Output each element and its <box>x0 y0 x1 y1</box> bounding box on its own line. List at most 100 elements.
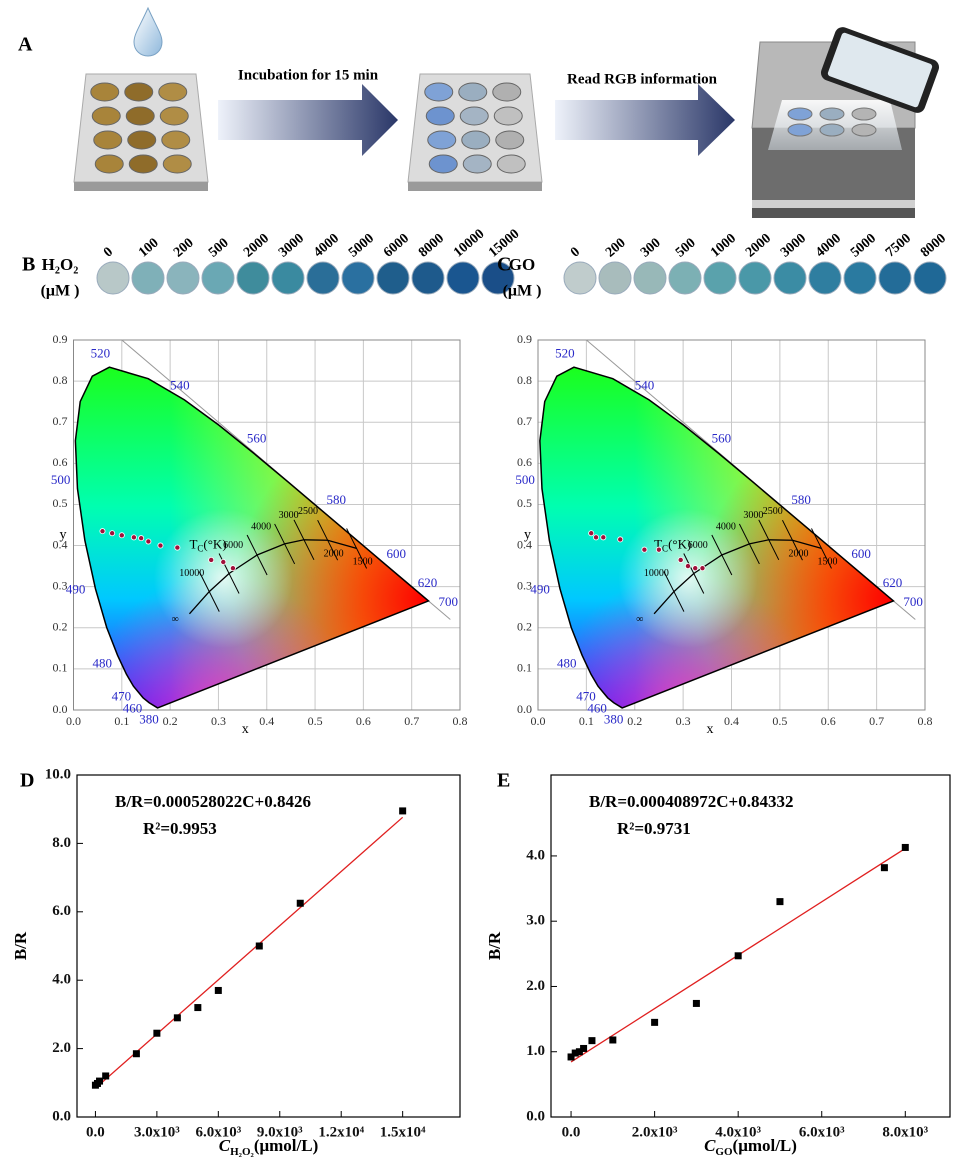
y-axis-label: y <box>60 527 67 542</box>
data-point <box>194 1004 201 1011</box>
wavelength-label: 600 <box>386 546 406 561</box>
swatch <box>237 262 269 294</box>
concentration-label: 4000 <box>813 231 844 260</box>
sample-point <box>146 539 151 544</box>
y-tick-label: 4.0 <box>52 972 71 988</box>
well <box>852 108 876 120</box>
temperature-label: 3000 <box>743 510 763 521</box>
y-tick-label: 4.0 <box>526 847 545 863</box>
swatch <box>739 262 771 294</box>
x-tick-label: 0.7 <box>404 714 419 728</box>
step-label: Incubation for 15 min <box>238 67 379 83</box>
y-tick-label: 0.6 <box>517 455 532 469</box>
x-label-unit: (μmol/L) <box>254 1136 318 1155</box>
plot-frame <box>77 775 460 1117</box>
well <box>159 83 187 101</box>
plate-side <box>408 182 542 191</box>
data-point <box>609 1036 616 1043</box>
arrow <box>218 84 398 156</box>
wavelength-label: 520 <box>91 346 111 361</box>
sample-point <box>685 564 690 569</box>
x-tick-label: 0.8 <box>918 714 933 728</box>
sample-point <box>175 545 180 550</box>
well <box>788 108 812 120</box>
temperature-label: ∞ <box>171 614 178 625</box>
data-point <box>153 1030 160 1037</box>
concentration-label: 6000 <box>381 231 412 260</box>
concentration-label: 2000 <box>743 231 774 260</box>
temperature-label: 1500 <box>353 557 373 568</box>
concentration-label: 10000 <box>451 227 487 261</box>
fit-equation: B/R=0.000408972C+0.84332 <box>589 792 794 811</box>
well <box>92 107 120 125</box>
y-tick-label: 0.6 <box>53 455 68 469</box>
x-label-subscript: H₂O₂ <box>230 1146 254 1158</box>
well <box>788 124 812 136</box>
wavelength-label: 560 <box>247 430 267 445</box>
y-tick-label: 0.9 <box>53 332 68 346</box>
y-tick-label: 0.5 <box>53 496 68 510</box>
unit-label: (μM ) <box>503 283 542 300</box>
y-tick-label: 8.0 <box>52 835 71 851</box>
data-point <box>399 807 406 814</box>
panel-label: B <box>22 254 35 276</box>
x-tick-label: 0.3 <box>211 714 226 728</box>
temperature-label: 1500 <box>817 557 837 568</box>
concentration-label: 500 <box>673 236 699 261</box>
x-tick-label: 8.0x10³ <box>882 1124 928 1140</box>
data-point <box>902 844 909 851</box>
data-point <box>174 1014 181 1021</box>
concentration-label: 0 <box>568 245 583 261</box>
x-tick-label: 0.0 <box>66 714 81 728</box>
temperature-label: 10000 <box>644 568 669 579</box>
well <box>428 131 456 149</box>
wavelength-label: 700 <box>438 594 458 609</box>
temperature-label: 2500 <box>298 506 318 517</box>
x-tick-label: 0.1 <box>114 714 129 728</box>
y-tick-label: 2.0 <box>526 978 545 994</box>
x-tick-label: 0.4 <box>724 714 739 728</box>
x-tick-label: 0.1 <box>579 714 594 728</box>
well <box>95 155 123 173</box>
unit-label: (μM ) <box>41 283 80 300</box>
data-point <box>215 987 222 994</box>
y-tick-label: 2.0 <box>52 1040 71 1056</box>
wavelength-label: 500 <box>515 472 535 487</box>
arrow <box>555 84 735 156</box>
swatch <box>447 262 479 294</box>
x-tick-label: 1.2x10⁴ <box>318 1124 364 1140</box>
data-point <box>102 1072 109 1079</box>
x-label-subscript: GO <box>715 1146 733 1158</box>
swatch <box>202 262 234 294</box>
sample-point <box>209 557 214 562</box>
swatch <box>377 262 409 294</box>
well <box>460 107 488 125</box>
well <box>497 155 525 173</box>
data-point <box>651 1019 658 1026</box>
wavelength-label: 480 <box>557 655 577 670</box>
y-tick-label: 0.8 <box>53 373 68 387</box>
temperature-label: 3000 <box>279 510 299 521</box>
wavelength-label: 580 <box>327 492 347 507</box>
temperature-label: 4000 <box>251 521 271 532</box>
x-tick-label: 0.5 <box>772 714 787 728</box>
wavelength-label: 700 <box>903 594 923 609</box>
temperature-label: 2000 <box>324 549 344 560</box>
well <box>493 83 521 101</box>
swatch <box>272 262 304 294</box>
sample-point <box>601 535 606 540</box>
y-tick-label: 0.9 <box>517 332 532 346</box>
x-tick-label: 0.0 <box>562 1124 581 1140</box>
well <box>852 124 876 136</box>
concentration-label: 200 <box>603 236 629 261</box>
concentration-label: 5000 <box>346 231 377 260</box>
sample-point <box>642 547 647 552</box>
wavelength-label: 480 <box>92 655 112 670</box>
swatch <box>809 262 841 294</box>
sample-point <box>131 535 136 540</box>
data-point <box>133 1050 140 1057</box>
concentration-label: 5000 <box>848 231 879 260</box>
x-label-symbol: C <box>704 1136 716 1155</box>
r-squared: R²=0.9731 <box>617 819 691 838</box>
fit-line <box>95 817 402 1088</box>
